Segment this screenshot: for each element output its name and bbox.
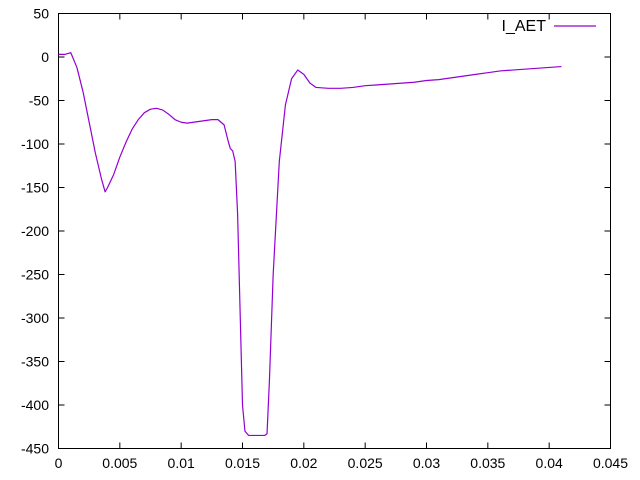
axis-ticks	[58, 13, 611, 449]
x-tick-label: 0.045	[593, 455, 628, 471]
y-tick-label: -400	[21, 397, 49, 413]
y-tick-label: -150	[21, 180, 49, 196]
x-tick-label: 0.03	[413, 455, 440, 471]
legend: I_AET	[502, 18, 596, 35]
y-tick-label: 0	[41, 49, 49, 65]
series-layer	[58, 52, 562, 437]
x-tick-label: 0.005	[102, 455, 137, 471]
y-tick-label: -250	[21, 267, 49, 283]
x-tick-label: 0.015	[225, 455, 260, 471]
y-tick-label: -50	[29, 93, 49, 109]
x-tick-label: 0	[55, 455, 63, 471]
x-tick-label: 0.01	[168, 455, 195, 471]
x-tick-label: 0.02	[290, 455, 317, 471]
y-tick-label: -350	[21, 354, 49, 370]
legend-label-i-aet: I_AET	[502, 18, 547, 35]
x-tick-label: 0.025	[348, 455, 383, 471]
x-tick-label: 0.04	[536, 455, 563, 471]
y-tick-label: -200	[21, 223, 49, 239]
y-tick-label: -100	[21, 136, 49, 152]
x-tick-label: 0.035	[470, 455, 505, 471]
plot-frame	[58, 13, 611, 449]
series-line-i-aet	[58, 52, 562, 437]
axis-tick-labels: 0 0.005 0.01 0.015 0.02 0.025 0.03 0.035 0.04 0.0…	[21, 6, 628, 472]
y-tick-label: -300	[21, 310, 49, 326]
y-tick-label: 50	[33, 6, 49, 22]
y-tick-label: -450	[21, 441, 49, 457]
